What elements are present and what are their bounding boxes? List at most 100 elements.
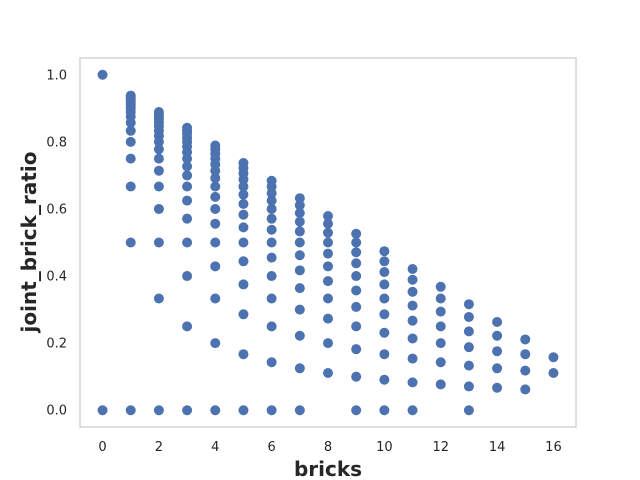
data-point [266, 252, 277, 263]
data-point [548, 352, 559, 363]
data-point [210, 218, 221, 229]
data-point [238, 256, 249, 267]
data-point [210, 140, 221, 151]
data-point [463, 311, 474, 322]
x-tick-label: 14 [489, 440, 506, 455]
data-point [435, 338, 446, 349]
data-point [323, 313, 333, 324]
data-point [266, 213, 277, 224]
data-point [351, 228, 362, 239]
data-point [351, 321, 362, 332]
data-point [548, 367, 559, 378]
data-point [351, 258, 362, 269]
data-point [210, 203, 221, 214]
data-point [379, 256, 390, 267]
data-point [210, 405, 221, 416]
data-point [153, 293, 164, 304]
data-point [520, 384, 531, 395]
data-point [266, 195, 277, 206]
data-point [182, 237, 193, 248]
y-tick-label: 0.4 [46, 270, 67, 285]
y-axis-ticks: 0.0 0.2 0.4 0.6 0.8 1.0 [46, 68, 67, 418]
data-point [435, 293, 446, 304]
data-point [153, 237, 164, 248]
data-point [210, 261, 221, 272]
data-point [125, 125, 136, 136]
data-point [153, 144, 164, 155]
data-point [463, 381, 474, 392]
data-point [435, 321, 446, 332]
data-point [323, 367, 333, 378]
data-point [238, 158, 249, 168]
data-point [435, 357, 446, 368]
data-point [294, 237, 305, 248]
data-point [323, 248, 333, 259]
x-tick-label: 4 [211, 440, 219, 455]
data-point [294, 304, 305, 315]
data-point [407, 405, 418, 416]
data-point [266, 271, 277, 282]
data-point [266, 321, 277, 332]
data-point [407, 353, 418, 364]
data-point [238, 309, 249, 320]
data-point [407, 274, 418, 285]
data-point [351, 237, 362, 248]
data-point [182, 213, 193, 224]
y-axis-title: joint_brick_ratio [17, 152, 41, 334]
data-point [294, 250, 305, 261]
data-point [266, 405, 277, 416]
data-point [182, 170, 193, 181]
data-point [238, 405, 249, 416]
data-point [266, 237, 277, 248]
y-tick-label: 0.0 [46, 404, 67, 419]
data-point [153, 181, 164, 192]
data-point [266, 357, 277, 368]
x-tick-label: 10 [376, 440, 393, 455]
data-point [210, 237, 221, 248]
data-point [294, 405, 305, 416]
y-tick-label: 1.0 [46, 68, 67, 83]
data-point [125, 237, 136, 248]
data-point [182, 405, 193, 416]
data-point [238, 279, 249, 290]
data-point [492, 317, 503, 327]
data-point [520, 349, 531, 360]
data-point [323, 293, 333, 304]
data-point [323, 237, 333, 248]
data-point [351, 405, 362, 416]
data-point [351, 271, 362, 282]
data-point [463, 360, 474, 371]
data-point [407, 377, 418, 388]
data-point [238, 198, 249, 209]
data-point [294, 193, 305, 204]
data-point [520, 334, 531, 345]
data-point [463, 299, 474, 310]
data-point [153, 153, 164, 164]
data-point [182, 271, 193, 282]
data-point [379, 279, 390, 290]
y-tick-label: 0.2 [46, 337, 67, 352]
data-point [435, 379, 446, 390]
data-point [407, 264, 418, 274]
data-point [435, 306, 446, 317]
data-point [463, 326, 474, 337]
data-point [351, 371, 362, 382]
data-point [463, 405, 474, 416]
data-point [294, 216, 305, 227]
data-point [351, 344, 362, 355]
data-point [266, 203, 277, 214]
data-point [125, 153, 136, 164]
data-point [379, 405, 390, 416]
x-axis-ticks: 0 2 4 6 8 10 12 14 16 [98, 440, 561, 455]
data-points [97, 69, 559, 416]
data-point [182, 181, 193, 192]
data-point [379, 327, 390, 338]
data-point [407, 300, 418, 311]
data-point [294, 265, 305, 276]
data-point [238, 237, 249, 248]
data-point [323, 276, 333, 287]
data-point [492, 330, 503, 341]
data-point [492, 346, 503, 357]
data-point [97, 69, 108, 80]
